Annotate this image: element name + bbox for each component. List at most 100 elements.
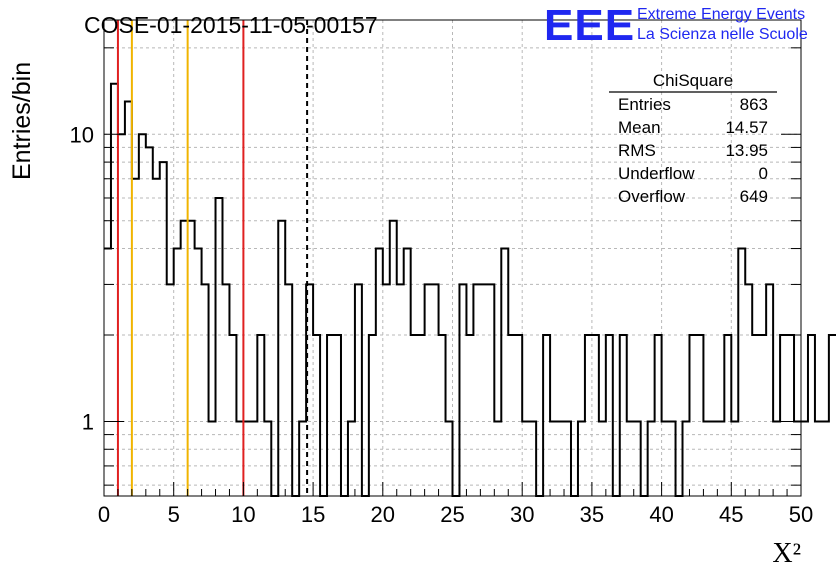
- histogram-bin: [376, 249, 383, 496]
- histogram-bin: [202, 284, 209, 496]
- y-axis-label: Entries/bin: [8, 62, 36, 180]
- stats-row-value: 0: [759, 164, 768, 183]
- histogram-bin: [606, 335, 613, 496]
- histogram-bin: [459, 284, 466, 496]
- histogram-bars: [104, 82, 836, 497]
- histogram-bin: [222, 284, 229, 496]
- histogram-bin: [397, 284, 404, 496]
- histogram-bin: [662, 421, 669, 496]
- histogram-bin: [466, 335, 473, 496]
- histogram-bin: [153, 179, 160, 496]
- stats-box: ChiSquare Entries 863 Mean 14.57 RMS 13.95 Und…: [609, 71, 777, 206]
- histogram-bin: [174, 249, 181, 496]
- histogram-bin: [243, 421, 250, 496]
- histogram-bin: [487, 284, 494, 496]
- logo-line-2: La Scienza nelle Scuole: [637, 26, 808, 43]
- histogram-bin: [529, 421, 536, 496]
- histogram-bin: [216, 198, 223, 496]
- stats-row-label: Overflow: [618, 187, 686, 206]
- histogram-bin: [299, 421, 306, 496]
- histogram-bin: [745, 284, 752, 496]
- stats-rows: Entries 863 Mean 14.57 RMS 13.95 Underflow 0 Ove…: [618, 95, 768, 206]
- stats-row-value: 14.57: [725, 118, 768, 137]
- histogram-bin: [418, 335, 425, 496]
- histogram-bin: [648, 421, 655, 496]
- histogram-bin: [327, 335, 334, 496]
- histogram-bin: [801, 421, 808, 496]
- histogram-bin: [439, 335, 446, 496]
- y-tick-label: 1: [82, 409, 94, 434]
- histogram-bin: [689, 335, 696, 496]
- histogram-bin: [432, 284, 439, 496]
- histogram-bin: [564, 421, 571, 496]
- x-tick-label: 40: [649, 502, 673, 527]
- x-tick-label: 15: [301, 502, 325, 527]
- histogram-bin: [766, 284, 773, 496]
- histogram-bin: [815, 421, 822, 496]
- histogram-bin: [724, 335, 731, 496]
- x-tick-label: 20: [371, 502, 395, 527]
- histogram-bin: [334, 335, 341, 496]
- x-tick-label: 25: [440, 502, 464, 527]
- histogram-bin: [369, 335, 376, 496]
- histogram-bin: [808, 335, 815, 496]
- histogram-bin: [250, 421, 257, 496]
- histogram-bin: [209, 421, 216, 496]
- histogram-bin: [188, 221, 195, 496]
- x-tick-label: 10: [231, 502, 255, 527]
- histogram-outline: [104, 82, 836, 497]
- histogram-bin: [285, 284, 292, 496]
- histogram-bin: [425, 284, 432, 496]
- histogram-bin: [404, 249, 411, 496]
- histogram-bin: [146, 147, 153, 496]
- histogram-bin: [383, 284, 390, 496]
- histogram-bin: [655, 335, 662, 496]
- histogram-bin: [585, 335, 592, 496]
- histogram-bin: [717, 421, 724, 496]
- histogram-bin: [592, 335, 599, 496]
- eee-logo: EEE Extreme Energy Events La Scienza nel…: [544, 1, 808, 50]
- histogram-bin: [236, 421, 243, 496]
- histogram-bin: [181, 221, 188, 496]
- histogram-bin: [683, 421, 690, 496]
- histogram-bin: [669, 421, 676, 496]
- histogram-bin: [620, 335, 627, 496]
- x-axis-label: X²: [772, 538, 801, 569]
- histogram-bin: [313, 335, 320, 496]
- x-tick-label: 50: [789, 502, 813, 527]
- y-tick-label: 10: [70, 122, 94, 147]
- histogram-bin: [446, 421, 453, 496]
- histogram-bin: [411, 335, 418, 496]
- histogram-bin: [752, 335, 759, 496]
- histogram-bin: [118, 134, 125, 496]
- stats-row-value: 13.95: [725, 141, 768, 160]
- histogram-bin: [257, 335, 264, 496]
- stats-row-value: 863: [740, 95, 768, 114]
- logo-line-1: Extreme Energy Events: [637, 6, 805, 23]
- histogram-bin: [550, 421, 557, 496]
- histogram-bin: [473, 284, 480, 496]
- histogram-bin: [738, 249, 745, 496]
- reference-lines: [116, 20, 309, 496]
- x-tick-label: 0: [98, 502, 110, 527]
- histogram-bin: [543, 335, 550, 496]
- x-tick-label: 35: [580, 502, 604, 527]
- histogram-bin: [167, 284, 174, 496]
- stats-box-title: ChiSquare: [653, 71, 733, 90]
- histogram-bin: [501, 249, 508, 496]
- histogram-bin: [515, 335, 522, 496]
- histogram-bin: [104, 249, 111, 496]
- histogram-bin: [264, 421, 271, 496]
- histogram-bin: [773, 421, 780, 496]
- x-tick-label: 5: [168, 502, 180, 527]
- histogram-bin: [480, 284, 487, 496]
- stats-row-label: Entries: [618, 95, 671, 114]
- histogram-bin: [822, 421, 829, 496]
- histogram-bin: [703, 421, 710, 496]
- stats-row-label: Underflow: [618, 164, 695, 183]
- chart-title: COSE-01-2015-11-05-00157: [84, 12, 378, 38]
- histogram-bin: [627, 421, 634, 496]
- histogram-bin: [355, 284, 362, 496]
- histogram-bin: [731, 421, 738, 496]
